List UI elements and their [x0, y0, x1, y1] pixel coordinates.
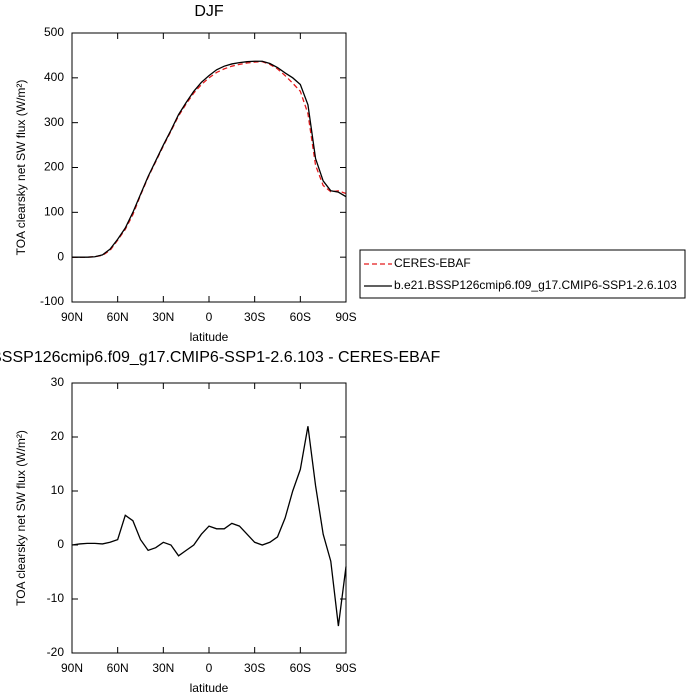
x-tick-label: 60S — [290, 310, 311, 324]
y-tick-label: 100 — [44, 205, 64, 219]
x-tick-label: 60N — [107, 661, 129, 675]
x-tick-label: 0 — [206, 661, 213, 675]
chart-title: 1.BSSP126cmip6.f09_g17.CMIP6-SSP1-2.6.10… — [0, 349, 440, 366]
x-tick-label: 30S — [244, 661, 265, 675]
y-axis-label: TOA clearsky net SW flux (W/m²) — [14, 80, 28, 256]
data-line — [72, 61, 347, 258]
y-tick-label: 0 — [57, 249, 64, 263]
x-tick-label: 30S — [244, 310, 265, 324]
x-axis-label: latitude — [190, 330, 229, 344]
x-tick-label: 60N — [107, 310, 129, 324]
legend-box — [359, 249, 686, 299]
legend-label: CERES-EBAF — [394, 256, 471, 270]
data-line — [71, 426, 347, 627]
x-tick-label: 60S — [290, 661, 311, 675]
y-tick-label: 200 — [44, 160, 64, 174]
y-tick-label: 400 — [44, 70, 64, 84]
y-axis-label: TOA clearsky net SW flux (W/m²) — [14, 430, 28, 606]
x-tick-label: 90S — [335, 310, 356, 324]
x-tick-label: 90N — [61, 310, 83, 324]
x-axis-label: latitude — [190, 681, 229, 695]
data-line — [72, 60, 347, 258]
x-tick-label: 30N — [152, 661, 174, 675]
y-tick-label: -10 — [47, 591, 65, 605]
y-tick-label: -20 — [47, 645, 65, 659]
y-tick-label: 0 — [57, 537, 64, 551]
y-tick-label: 500 — [44, 25, 64, 39]
x-tick-label: 30N — [152, 310, 174, 324]
y-tick-label: 30 — [51, 375, 65, 389]
plot-frame — [71, 382, 347, 654]
y-tick-label: 20 — [51, 429, 65, 443]
plot-frame — [71, 32, 347, 303]
x-tick-label: 90N — [61, 661, 83, 675]
y-tick-label: 300 — [44, 115, 64, 129]
x-tick-label: 0 — [206, 310, 213, 324]
y-tick-label: -100 — [40, 294, 64, 308]
x-tick-label: 90S — [335, 661, 356, 675]
legend-label: b.e21.BSSP126cmip6.f09_g17.CMIP6-SSP1-2.… — [394, 278, 677, 292]
y-tick-label: 10 — [51, 483, 65, 497]
chart-title: DJF — [194, 3, 224, 20]
